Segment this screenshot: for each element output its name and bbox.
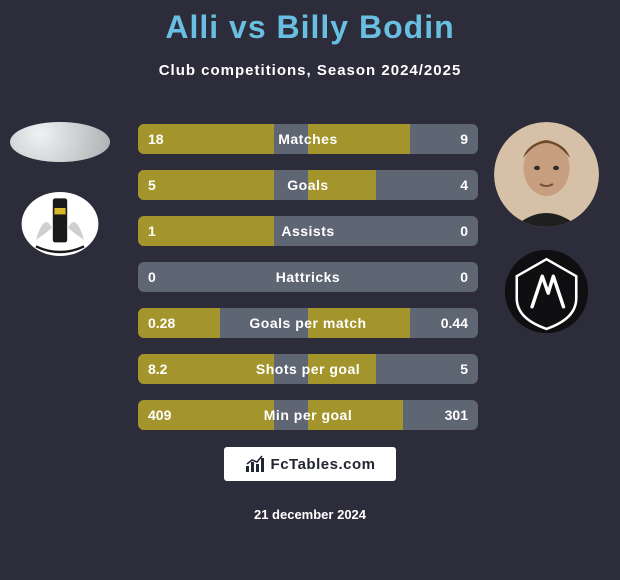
stat-left-fill xyxy=(138,170,274,200)
player1-avatar xyxy=(10,122,110,162)
stat-row: 8.2 Shots per goal 5 xyxy=(138,354,478,384)
stat-left-value: 18 xyxy=(148,131,164,147)
player1-club-crest xyxy=(19,184,101,264)
stat-right-value: 4 xyxy=(460,177,468,193)
stat-label: Goals xyxy=(287,177,328,193)
stat-row: 0 Hattricks 0 xyxy=(138,262,478,292)
stat-label: Matches xyxy=(278,131,338,147)
player2-avatar xyxy=(494,122,599,227)
brand-badge: FcTables.com xyxy=(224,447,396,481)
stat-right-value: 301 xyxy=(445,407,468,423)
stat-label: Goals per match xyxy=(249,315,366,331)
right-player-column xyxy=(496,122,596,334)
stat-row: 5 Goals 4 xyxy=(138,170,478,200)
subtitle: Club competitions, Season 2024/2025 xyxy=(0,62,620,79)
stat-right-value: 0 xyxy=(460,223,468,239)
title-separator: vs xyxy=(219,9,276,45)
player1-crest-svg xyxy=(19,184,101,264)
player2-name: Billy Bodin xyxy=(277,9,455,45)
stat-right-value: 0 xyxy=(460,269,468,285)
stat-right-value: 5 xyxy=(460,361,468,377)
stat-left-fill xyxy=(138,216,274,246)
player2-crest-svg xyxy=(504,249,589,334)
brand-text: FcTables.com xyxy=(271,456,376,473)
stat-label: Shots per goal xyxy=(256,361,360,377)
stat-row: 409 Min per goal 301 xyxy=(138,400,478,430)
stat-left-value: 0 xyxy=(148,269,156,285)
player2-avatar-svg xyxy=(494,122,599,227)
stat-row: 0.28 Goals per match 0.44 xyxy=(138,308,478,338)
player1-name: Alli xyxy=(165,9,219,45)
stat-right-value: 9 xyxy=(460,131,468,147)
stat-left-value: 1 xyxy=(148,223,156,239)
brand-icon xyxy=(245,455,265,473)
stat-label: Assists xyxy=(281,223,334,239)
player2-club-crest xyxy=(504,249,589,334)
date-label: 21 december 2024 xyxy=(0,507,620,522)
stat-left-value: 0.28 xyxy=(148,315,175,331)
stat-left-value: 409 xyxy=(148,407,171,423)
stat-row: 1 Assists 0 xyxy=(138,216,478,246)
stat-row: 18 Matches 9 xyxy=(138,124,478,154)
stat-left-value: 8.2 xyxy=(148,361,167,377)
stat-left-value: 5 xyxy=(148,177,156,193)
left-player-column xyxy=(10,122,110,264)
stat-label: Hattricks xyxy=(276,269,340,285)
stats-bar-group: 18 Matches 9 5 Goals 4 1 Assists 0 0 Hattricks 0 0.2… xyxy=(138,124,478,446)
page-title: Alli vs Billy Bodin xyxy=(0,9,620,46)
stat-label: Min per goal xyxy=(264,407,352,423)
stat-right-value: 0.44 xyxy=(441,315,468,331)
